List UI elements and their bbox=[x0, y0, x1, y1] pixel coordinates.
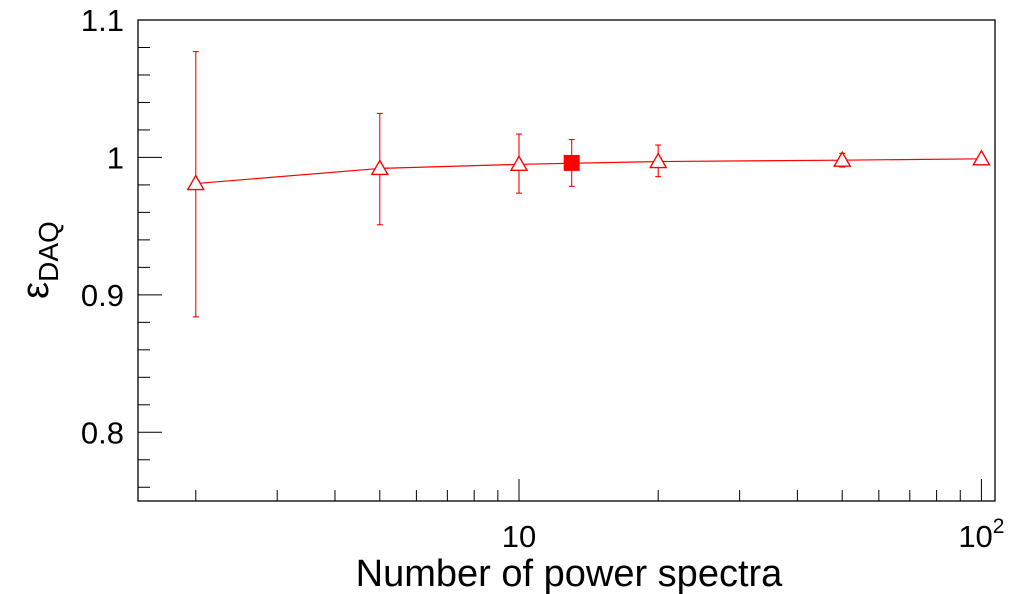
data-layer bbox=[186, 51, 991, 318]
x-tick-label: 102 bbox=[958, 515, 1004, 554]
x-tick-label-base: 10 bbox=[958, 519, 992, 554]
triangle-marker bbox=[509, 154, 529, 172]
data-point bbox=[972, 149, 991, 166]
triangle-marker bbox=[972, 149, 991, 166]
data-point bbox=[648, 144, 668, 178]
data-point bbox=[563, 139, 580, 187]
square-marker bbox=[563, 154, 580, 171]
y-axis-label: εDAQ bbox=[15, 221, 64, 299]
triangle-marker bbox=[833, 150, 852, 167]
x-axis-label: Number of power spectra bbox=[356, 553, 783, 594]
y-tick-label: 1.1 bbox=[81, 3, 124, 38]
axis-labels: Number of power spectra εDAQ bbox=[15, 221, 783, 594]
y-tick-label: 0.9 bbox=[81, 278, 124, 313]
x-tick-label-exponent: 2 bbox=[993, 515, 1005, 538]
y-tick-label: 0.8 bbox=[81, 415, 124, 450]
y-axis-label-subscript: DAQ bbox=[33, 221, 64, 282]
data-point bbox=[370, 112, 389, 226]
data-point bbox=[509, 133, 529, 194]
plot-frame-border bbox=[137, 19, 996, 502]
series-line bbox=[195, 158, 982, 185]
triangle-marker bbox=[648, 152, 668, 169]
x-tick-label-base: 10 bbox=[502, 519, 536, 554]
data-point bbox=[186, 51, 205, 318]
y-tick-label: 1 bbox=[107, 140, 124, 175]
triangle-marker bbox=[370, 159, 389, 176]
x-tick-label: 10 bbox=[502, 519, 536, 554]
triangle-marker bbox=[186, 174, 205, 191]
plot-frame bbox=[137, 19, 996, 502]
y-axis-label-symbol: ε bbox=[15, 282, 57, 299]
data-point bbox=[833, 150, 852, 168]
